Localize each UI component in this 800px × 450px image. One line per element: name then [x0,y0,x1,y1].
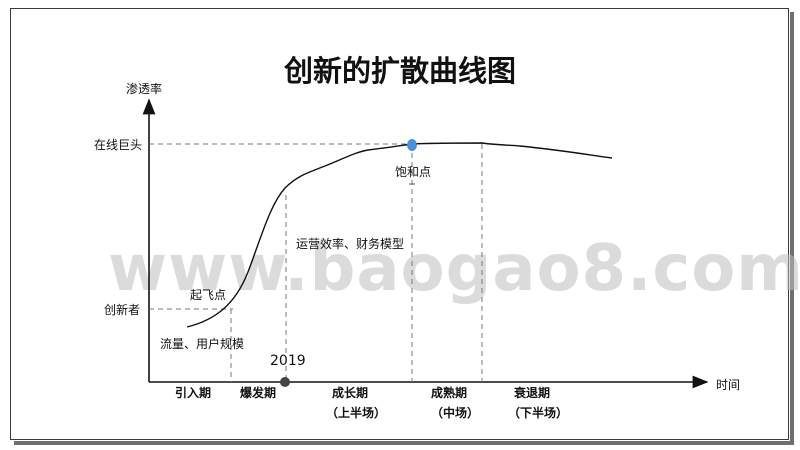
diffusion-curve [186,142,613,328]
phase-growth-sub: （上半场） [326,406,387,420]
phase-explosion: 爆发期 [240,386,277,400]
y-axis-label: 渗透率 [126,82,163,96]
y-tick-online-giant: 在线巨头 [94,138,143,152]
saturation-point [407,139,417,151]
phase-maturity: 成熟期 [431,386,468,400]
takeoff-point-label: 起飞点 [190,288,227,302]
slide-frame [10,8,789,440]
phase-decline: 衰退期 [514,386,551,400]
year-label: 2019 [270,353,306,369]
frame-shadow-bottom [14,441,794,445]
phase-growth: 成长期 [332,386,369,400]
phase-maturity-sub: （中场） [431,406,480,420]
phase-decline-sub: （下半场） [508,406,569,420]
watermark: www.baogao8.com [108,232,800,306]
diagram-title: 创新的扩散曲线图 [283,54,516,88]
ops-finance-label: 运营效率、财务模型 [296,237,405,251]
traffic-scale-label: 流量、用户规模 [160,337,245,351]
phase-intro: 引入期 [175,386,212,400]
y-tick-innovator: 创新者 [104,303,141,317]
saturation-point-label: 饱和点 [395,165,432,179]
x-axis-label: 时间 [716,378,741,392]
frame-shadow-right [790,12,794,444]
year-2019-point [280,377,290,387]
